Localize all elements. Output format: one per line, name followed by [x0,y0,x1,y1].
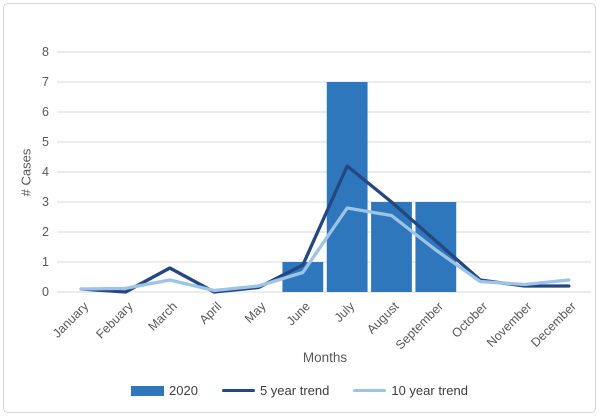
y-tick-label-1: 1 [42,255,49,269]
y-tick-label-3: 3 [42,195,49,209]
y-tick-label-0: 0 [42,285,49,299]
legend: 2020 5 year trend 10 year trend [4,383,595,398]
y-tick-label-2: 2 [42,225,49,239]
line-10-year-trend[interactable] [79,206,571,293]
y-tick-label-5: 5 [42,135,49,149]
plot-area: 0 1 2 3 4 5 6 7 8 January Febuary March April May June… [42,45,591,352]
y-tick-label-6: 6 [42,105,49,119]
chart-border: 0 1 2 3 4 5 6 7 8 January Febuary March April May June… [3,3,596,413]
x-category-label-august: August [364,299,402,337]
y-tick-label-4: 4 [42,165,49,179]
x-category-label-november: November [484,299,535,350]
legend-label-5-year-trend: 5 year trend [259,383,330,398]
x-category-label-july: July [332,299,358,325]
x-category-label-may: May [242,299,269,326]
y-axis-title: # Cases [18,148,34,197]
legend-label-2020: 2020 [169,383,198,398]
x-category-label-december: December [528,299,579,350]
x-axis-title: Months [302,350,348,365]
legend-bar-swatch [131,385,165,396]
x-category-label-september: September [393,299,446,352]
y-tick-label-8: 8 [42,45,49,59]
bar-2020-july[interactable] [326,82,368,292]
x-category-label-febuary: Febuary [93,299,136,342]
legend-line-swatch-5yr [221,388,255,393]
line-5-year-trend[interactable] [79,164,571,294]
legend-item-2020[interactable]: 2020 [131,383,198,398]
x-category-label-april: April [197,299,225,327]
legend-label-10-year-trend: 10 year trend [391,383,468,398]
y-tick-label-7: 7 [42,75,49,89]
legend-item-10-year-trend[interactable]: 10 year trend [353,383,468,398]
x-category-label-october: October [449,299,490,340]
bar-2020-september[interactable] [415,202,457,292]
x-category-label-june: June [284,299,313,328]
x-category-label-january: January [50,299,92,341]
x-category-label-march: March [145,299,179,333]
legend-line-swatch-10yr [353,388,387,393]
legend-item-5-year-trend[interactable]: 5 year trend [221,383,330,398]
